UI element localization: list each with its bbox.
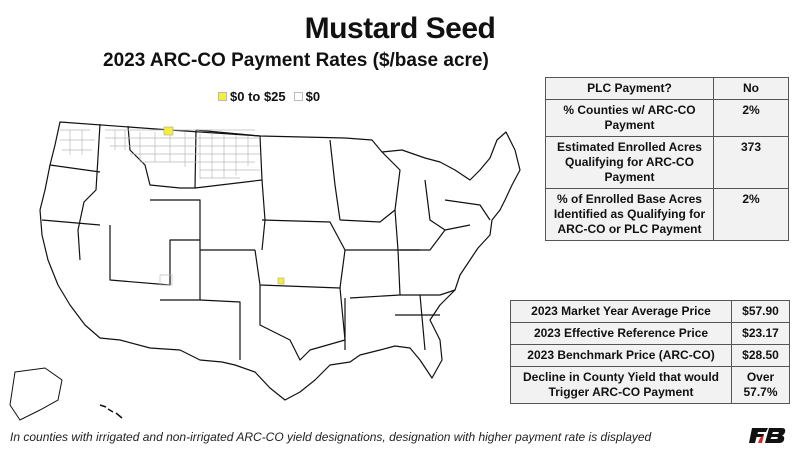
- row-label: Estimated Enrolled Acres Qualifying for …: [545, 136, 714, 189]
- row-value: $57.90: [731, 300, 790, 323]
- row-value: No: [713, 77, 789, 100]
- table-row: % Counties w/ ARC-CO Payment 2%: [545, 99, 789, 137]
- table-row: Decline in County Yield that would Trigg…: [510, 366, 790, 404]
- legend-swatch-yellow: [218, 92, 227, 101]
- row-value: 2%: [713, 99, 789, 137]
- row-value: 2%: [713, 188, 789, 241]
- row-label: 2023 Benchmark Price (ARC-CO): [510, 344, 732, 367]
- legend-swatch-white: [293, 92, 303, 101]
- row-value: 373: [713, 136, 789, 189]
- row-label: 2023 Market Year Average Price: [510, 300, 732, 323]
- footnote: In counties with irrigated and non-irrig…: [10, 430, 652, 444]
- summary-table: PLC Payment? No % Counties w/ ARC-CO Pay…: [545, 77, 789, 241]
- row-value: Over 57.7%: [731, 366, 790, 404]
- table-row: PLC Payment? No: [545, 77, 789, 100]
- county-ks-ok-paid: [277, 277, 285, 285]
- table-row: % of Enrolled Base Acres Identified as Q…: [545, 188, 789, 241]
- row-value: $28.50: [731, 344, 790, 367]
- legend-item-zero: $0: [293, 89, 321, 104]
- row-label: 2023 Effective Reference Price: [510, 322, 732, 345]
- table-row: 2023 Benchmark Price (ARC-CO) $28.50: [510, 344, 790, 367]
- table-row: 2023 Effective Reference Price $23.17: [510, 322, 790, 345]
- us-outline: [39, 121, 521, 401]
- price-table: 2023 Market Year Average Price $57.90 20…: [510, 300, 790, 404]
- row-label: Decline in County Yield that would Trigg…: [510, 366, 732, 404]
- legend-item-0-25: $0 to $25: [218, 89, 286, 104]
- map-legend: $0 to $25 $0: [218, 89, 324, 104]
- farm-bureau-logo-icon: [749, 428, 786, 443]
- table-row: 2023 Market Year Average Price $57.90: [510, 300, 790, 323]
- row-label: % Counties w/ ARC-CO Payment: [545, 99, 714, 137]
- legend-label: $0: [305, 89, 321, 104]
- page-title: Mustard Seed: [304, 12, 496, 45]
- county-montana-paid: [163, 126, 174, 136]
- row-label: PLC Payment?: [545, 77, 714, 100]
- row-label: % of Enrolled Base Acres Identified as Q…: [545, 188, 714, 241]
- table-row: Estimated Enrolled Acres Qualifying for …: [545, 136, 789, 189]
- legend-label: $0 to $25: [230, 89, 286, 104]
- map-subtitle: 2023 ARC-CO Payment Rates ($/base acre): [103, 50, 489, 71]
- us-county-map: [9, 121, 521, 421]
- row-value: $23.17: [731, 322, 790, 345]
